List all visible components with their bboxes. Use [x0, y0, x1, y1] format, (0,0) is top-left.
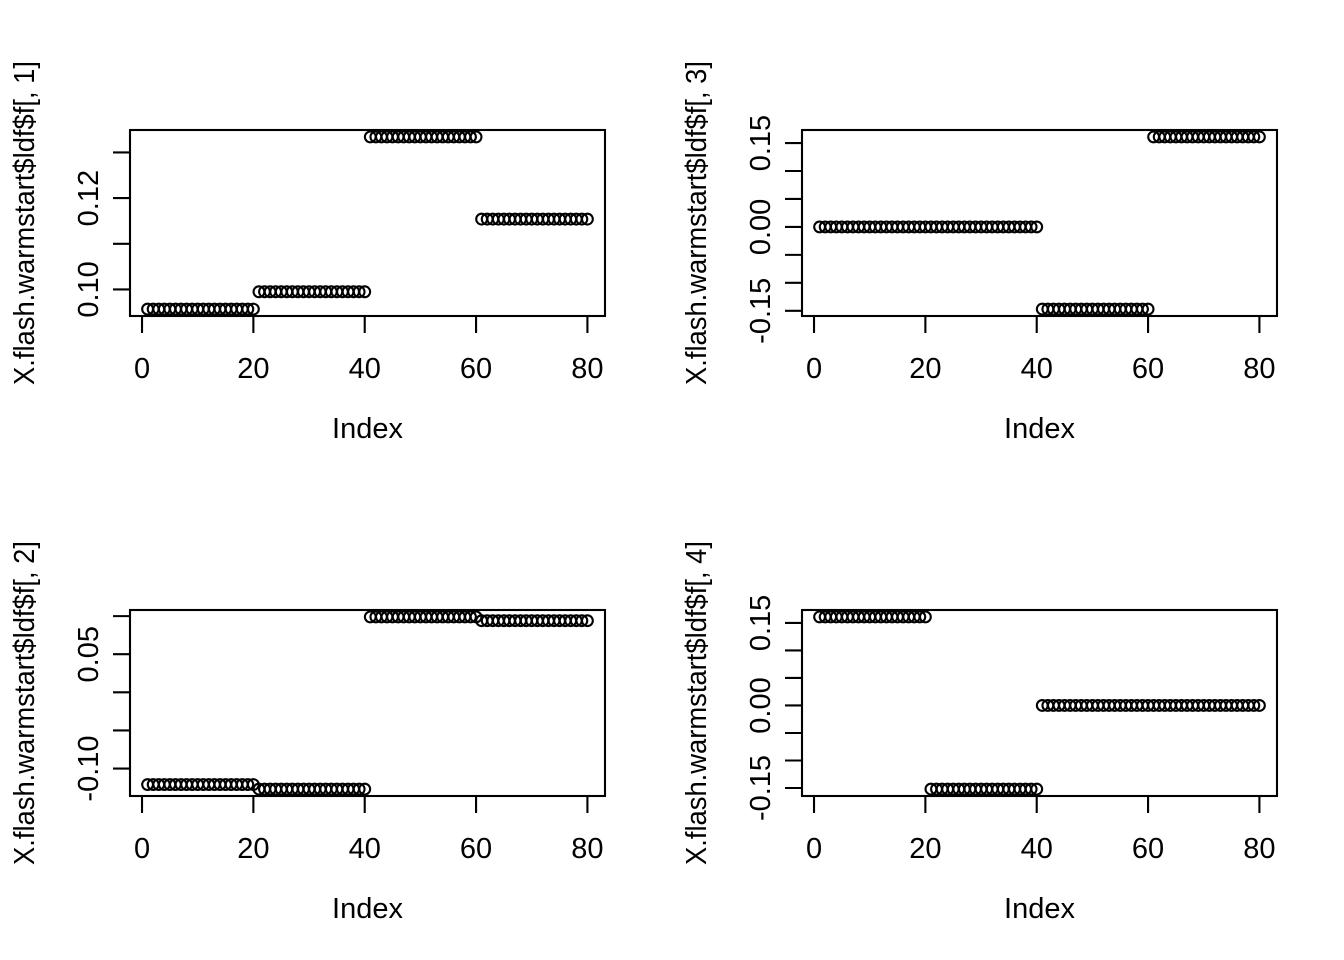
x-tick-label: 40: [349, 353, 381, 385]
y-tick-label: 0.10: [73, 261, 105, 317]
data-point: [241, 778, 255, 791]
data-point: [1247, 699, 1261, 712]
data-point: [358, 285, 372, 299]
plot-panel-top-left: 0 20 40 60 80 0.12 0.10 Index X.flash.warmstart$…: [0, 0, 672, 480]
data-point: [358, 782, 372, 796]
data-point: [352, 782, 366, 796]
data-point: [1136, 302, 1149, 316]
data-point: [352, 285, 366, 299]
y-tick-label: 0.12: [73, 170, 105, 226]
x-tick-label: 0: [134, 353, 150, 385]
y-tick-label: 0.00: [745, 199, 777, 255]
data-point: [913, 610, 927, 624]
data-point: [575, 614, 589, 628]
x-tick-label: 0: [806, 353, 822, 385]
data-point: [1141, 302, 1155, 316]
x-tick-label: 80: [1243, 833, 1275, 865]
data-point: [1252, 130, 1266, 144]
x-tick-label: 20: [237, 833, 269, 865]
x-tick-label: 0: [806, 833, 822, 865]
plot-box: [128, 128, 607, 318]
data-point: [918, 610, 932, 624]
x-tick-label: 80: [571, 353, 603, 385]
plot-panel-bottom-right: 0 20 40 60 80 0.15 0.00 -0.15 Index X.flash.warms…: [672, 480, 1344, 960]
y-axis-label: X.flash.warmstart$ldf$f[, 3]: [681, 61, 713, 385]
plot-box: [800, 608, 1279, 798]
x-tick-label: 40: [349, 833, 381, 865]
x-axis-label: Index: [1004, 413, 1075, 445]
x-tick-label: 60: [1132, 353, 1164, 385]
data-point: [580, 212, 594, 226]
x-tick-label: 60: [1132, 833, 1164, 865]
data-point: [464, 610, 477, 624]
data-point: [464, 130, 477, 144]
y-tick-label: 0.00: [745, 677, 777, 733]
y-tick-label: 0.15: [745, 595, 777, 651]
data-point: [1024, 782, 1038, 796]
data-point: [1024, 220, 1038, 234]
x-axis-label: Index: [332, 893, 403, 925]
x-tick-label: 20: [909, 833, 941, 865]
data-point: [580, 614, 594, 628]
plot-panel-bottom-left: 0 20 40 60 80 0.05 -0.10 Index X.flash.warmstart…: [0, 480, 672, 960]
x-axis-label: Index: [332, 413, 403, 445]
x-tick-label: 80: [571, 833, 603, 865]
data-point: [246, 302, 260, 316]
y-tick-label: -0.15: [745, 278, 777, 344]
plot-panel-top-right: 0 20 40 60 80 0.15 0.00 -0.15 Index X.flash.warms…: [672, 0, 1344, 480]
data-point: [469, 130, 483, 144]
data-point: [575, 212, 589, 226]
plot-box: [800, 128, 1279, 318]
data-point: [1030, 782, 1044, 796]
x-tick-label: 40: [1021, 833, 1053, 865]
x-tick-label: 40: [1021, 353, 1053, 385]
data-point: [1247, 130, 1261, 144]
y-tick-label: -0.15: [745, 755, 777, 821]
x-tick-label: 60: [460, 353, 492, 385]
data-point: [1252, 699, 1266, 712]
data-point: [1030, 220, 1044, 234]
y-tick-label: 0.05: [73, 626, 105, 682]
y-tick-label: 0.15: [745, 115, 777, 171]
y-tick-label: -0.10: [73, 735, 105, 801]
x-tick-label: 60: [460, 833, 492, 865]
x-axis-label: Index: [1004, 893, 1075, 925]
x-tick-label: 80: [1243, 353, 1275, 385]
x-tick-label: 20: [237, 353, 269, 385]
y-axis-label: X.flash.warmstart$ldf$f[, 4]: [681, 541, 713, 865]
y-axis-label: X.flash.warmstart$ldf$f[, 1]: [9, 61, 41, 385]
plot-box: [128, 608, 607, 798]
data-point: [241, 302, 255, 316]
x-tick-label: 20: [909, 353, 941, 385]
y-axis-label: X.flash.warmstart$ldf$f[, 2]: [9, 541, 41, 865]
x-tick-label: 0: [134, 833, 150, 865]
